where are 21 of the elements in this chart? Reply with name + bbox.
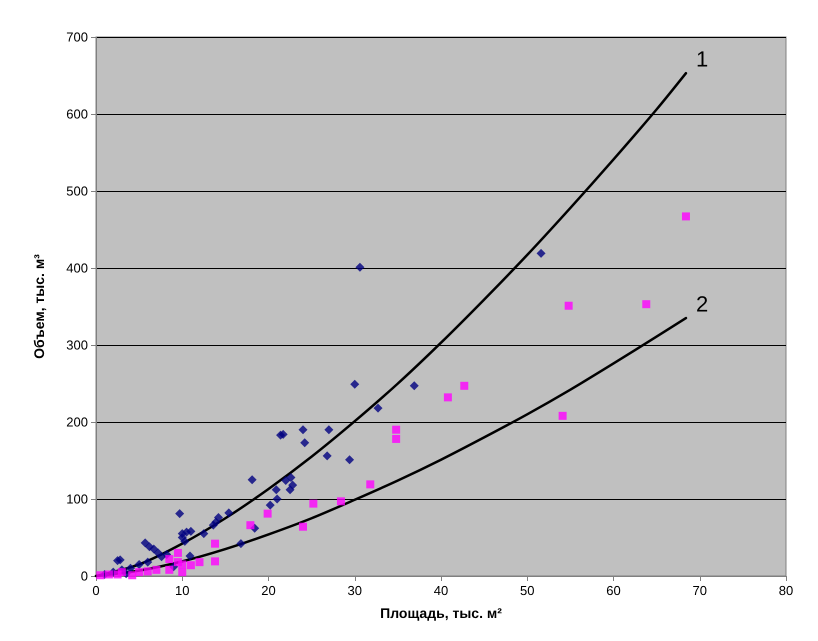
x-tick-label: 70: [692, 583, 707, 598]
y-axis-title: Объем, тыс. м³: [31, 254, 47, 359]
x-tick-label: 0: [92, 583, 100, 598]
y-tick-label: 200: [66, 414, 88, 430]
annotation: 2: [696, 292, 708, 317]
x-tick-label: 40: [434, 583, 448, 598]
y-tick-label: 300: [66, 338, 88, 352]
x-axis-title: Площадь, тыс. м²: [380, 605, 502, 621]
y-tick-label: 600: [66, 106, 88, 122]
x-tick-label: 50: [520, 583, 534, 598]
x-tick-label: 60: [606, 583, 621, 598]
x-tick-label: 30: [348, 583, 362, 598]
y-tick-label: 700: [66, 30, 88, 44]
x-tick-label: 80: [778, 583, 794, 598]
y-tick-label: 500: [66, 184, 88, 198]
x-tick-label: 20: [261, 583, 276, 598]
annotation: 1: [696, 46, 708, 72]
x-tick-label: 10: [175, 583, 190, 598]
y-tick-label: 400: [66, 260, 88, 276]
y-tick-label: 100: [66, 492, 88, 506]
y-tick-label: 0: [80, 568, 88, 584]
